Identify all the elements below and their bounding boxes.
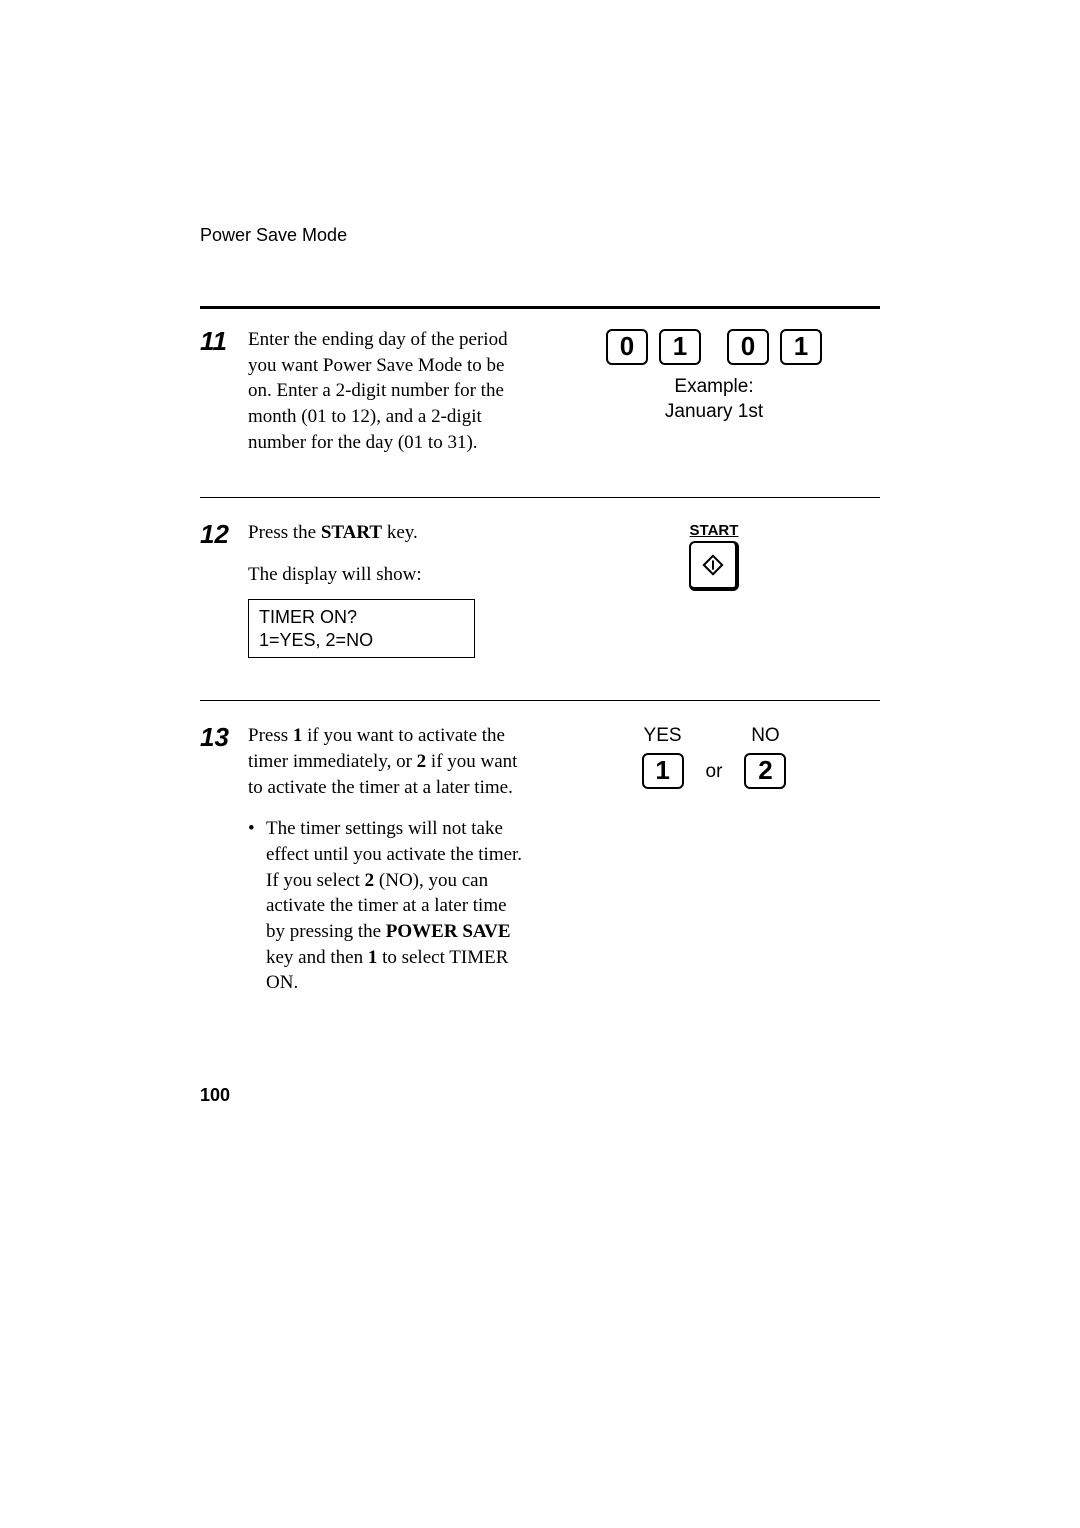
keycap-0[interactable]: 0 — [727, 329, 769, 365]
keycap-group-date: 0 1 0 1 — [548, 329, 880, 365]
step-text: Press 1 if you want to activate the time… — [248, 723, 528, 995]
keycap-1[interactable]: 1 — [780, 329, 822, 365]
or-text: or — [706, 761, 723, 789]
rule-thin — [200, 700, 880, 701]
step-body: Enter the ending day of the period you w… — [248, 327, 880, 455]
text-pre: Press the — [248, 522, 321, 543]
step-text: Press the START key. The display will sh… — [248, 520, 528, 658]
no-column: NO 2 — [740, 725, 790, 789]
yes-no-row: YES 1 or NO 2 — [548, 725, 880, 789]
step-number: 13 — [200, 723, 248, 752]
p1-b: 1 — [293, 725, 303, 746]
p1-a: Press — [248, 725, 293, 746]
example-line1: Example: — [674, 376, 753, 397]
step-side: 0 1 0 1 Example: January 1st — [548, 327, 880, 455]
b-d: POWER SAVE — [386, 921, 511, 942]
step-side: YES 1 or NO 2 — [548, 723, 880, 995]
step-13-paragraph: Press 1 if you want to activate the time… — [248, 723, 528, 800]
yes-label: YES — [638, 725, 688, 747]
start-key-wrap: START — [689, 522, 739, 596]
step-13: 13 Press 1 if you want to activate the t… — [200, 723, 880, 995]
step-text: Enter the ending day of the period you w… — [248, 327, 528, 455]
page-number: 100 — [200, 1085, 230, 1106]
keycap-2[interactable]: 2 — [744, 753, 786, 789]
step-12-line2: The display will show: — [248, 562, 528, 588]
display-line2: 1=YES, 2=NO — [259, 630, 373, 650]
step-12-line1: Press the START key. — [248, 520, 528, 546]
start-key-label: START — [689, 522, 739, 539]
no-label: NO — [740, 725, 790, 747]
step-number: 11 — [200, 327, 248, 356]
b-b: 2 — [365, 870, 375, 891]
step-side: START — [548, 520, 880, 658]
keycap-1[interactable]: 1 — [642, 753, 684, 789]
yes-column: YES 1 — [638, 725, 688, 789]
text-post: key. — [382, 522, 418, 543]
example-caption: Example: January 1st — [548, 375, 880, 424]
page-content: Power Save Mode 11 Enter the ending day … — [200, 225, 880, 996]
text-bold-start: START — [321, 522, 382, 543]
step-11: 11 Enter the ending day of the period yo… — [200, 327, 880, 455]
rule-thin — [200, 497, 880, 498]
start-icon — [702, 554, 724, 576]
example-line2: January 1st — [665, 401, 763, 422]
bullet-text: The timer settings will not take effect … — [266, 816, 528, 995]
bullet-item: • The timer settings will not take effec… — [248, 816, 528, 995]
display-line1: TIMER ON? — [259, 607, 357, 627]
page-header: Power Save Mode — [200, 225, 880, 246]
p1-d: 2 — [417, 751, 427, 772]
keycap-0[interactable]: 0 — [606, 329, 648, 365]
start-key[interactable] — [689, 541, 739, 591]
bullet-dot: • — [248, 816, 266, 995]
keycap-1[interactable]: 1 — [659, 329, 701, 365]
step-12: 12 Press the START key. The display will… — [200, 520, 880, 658]
lcd-display: TIMER ON? 1=YES, 2=NO — [248, 599, 475, 658]
b-f: 1 — [368, 947, 378, 968]
b-e: key and then — [266, 947, 368, 968]
rule-thick — [200, 306, 880, 309]
step-number: 12 — [200, 520, 248, 549]
step-body: Press the START key. The display will sh… — [248, 520, 880, 658]
step-body: Press 1 if you want to activate the time… — [248, 723, 880, 995]
step-11-paragraph: Enter the ending day of the period you w… — [248, 329, 508, 453]
